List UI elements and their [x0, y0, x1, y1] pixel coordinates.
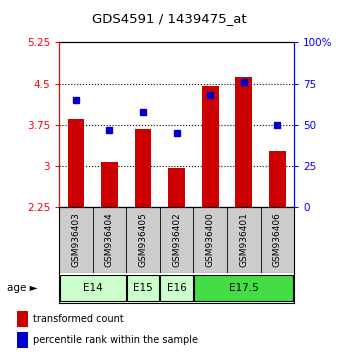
- Bar: [127, 275, 159, 301]
- Bar: [60, 275, 126, 301]
- Text: age ►: age ►: [7, 282, 38, 293]
- Bar: [17, 332, 28, 348]
- Text: E16: E16: [167, 282, 187, 293]
- Bar: [168, 167, 185, 207]
- Bar: [68, 119, 84, 207]
- Bar: [161, 275, 193, 301]
- Bar: [17, 311, 28, 327]
- Text: GSM936405: GSM936405: [139, 212, 148, 267]
- Bar: [101, 162, 118, 207]
- Text: E17.5: E17.5: [229, 282, 259, 293]
- Text: GSM936401: GSM936401: [239, 212, 248, 267]
- Bar: [235, 77, 252, 207]
- Bar: [194, 275, 293, 301]
- Text: GSM936403: GSM936403: [71, 212, 80, 267]
- Text: GSM936402: GSM936402: [172, 212, 181, 267]
- Bar: [269, 150, 286, 207]
- Text: E15: E15: [133, 282, 153, 293]
- Bar: [202, 86, 219, 207]
- Text: GSM936400: GSM936400: [206, 212, 215, 267]
- Bar: [135, 129, 151, 207]
- Text: transformed count: transformed count: [32, 314, 123, 324]
- Text: E14: E14: [83, 282, 103, 293]
- Text: percentile rank within the sample: percentile rank within the sample: [32, 335, 198, 345]
- Text: GSM936406: GSM936406: [273, 212, 282, 267]
- Text: GDS4591 / 1439475_at: GDS4591 / 1439475_at: [92, 12, 246, 25]
- Text: GSM936404: GSM936404: [105, 212, 114, 267]
